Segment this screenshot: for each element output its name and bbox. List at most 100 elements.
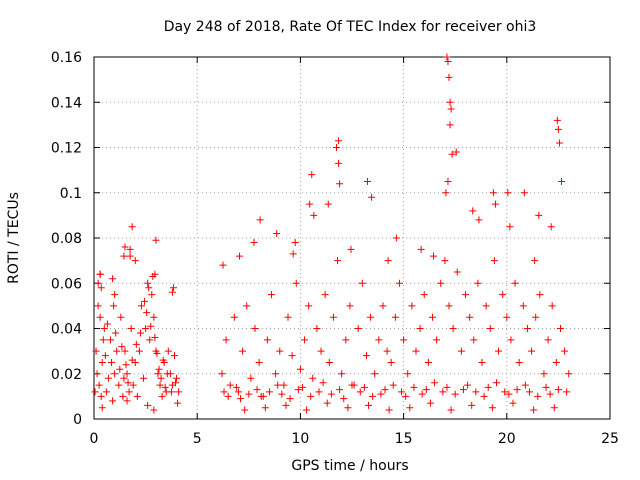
data-point: [126, 252, 134, 260]
data-point: [327, 390, 335, 398]
data-point: [526, 388, 534, 396]
data-point: [92, 347, 100, 355]
data-point: [368, 193, 376, 201]
data-point: [132, 340, 140, 348]
data-point: [446, 98, 454, 106]
data-point: [237, 395, 245, 403]
data-point: [334, 257, 342, 265]
data-point: [550, 404, 558, 412]
data-point: [273, 229, 281, 237]
data-point: [119, 392, 127, 400]
data-point: [338, 370, 346, 378]
data-point: [422, 386, 430, 394]
data-point: [553, 116, 561, 124]
data-point: [261, 404, 269, 412]
data-point: [489, 189, 497, 197]
data-point: [532, 313, 540, 321]
data-point: [156, 381, 164, 389]
data-point: [164, 347, 172, 355]
data-point: [404, 370, 412, 378]
data-point: [102, 388, 110, 396]
data-point: [116, 365, 124, 373]
data-point: [528, 347, 536, 355]
data-point: [315, 388, 323, 396]
data-point: [305, 302, 313, 310]
data-point: [554, 386, 562, 394]
data-point: [402, 392, 410, 400]
data-point: [474, 279, 482, 287]
data-point: [544, 336, 552, 344]
data-point: [278, 390, 286, 398]
data-point: [100, 325, 108, 332]
data-point: [272, 370, 280, 378]
data-point: [377, 390, 385, 398]
data-point: [98, 358, 106, 366]
data-point: [504, 189, 512, 197]
data-point: [540, 370, 548, 378]
data-point: [406, 404, 414, 412]
data-point: [250, 239, 258, 247]
data-point: [428, 313, 436, 321]
data-point: [484, 383, 492, 391]
y-tick-labels: 0 0.02 0.04 0.06 0.08 0.1 0.12 0.14 0.16: [51, 50, 82, 428]
data-point: [431, 379, 439, 387]
data-point: [151, 334, 159, 342]
data-point: [117, 313, 125, 321]
data-point: [109, 397, 117, 405]
data-point: [298, 383, 306, 391]
data-point: [342, 336, 350, 344]
data-point: [555, 139, 563, 147]
data-point: [306, 200, 314, 208]
data-point: [437, 279, 445, 287]
data-point: [136, 329, 144, 337]
data-point: [268, 291, 276, 299]
data-point: [153, 349, 161, 357]
data-point: [505, 390, 513, 398]
data-point: [418, 390, 426, 398]
data-point: [255, 358, 263, 366]
data-point: [109, 275, 117, 283]
data-point: [147, 322, 155, 330]
data-point: [234, 388, 242, 396]
data-point: [335, 159, 343, 167]
data-point: [462, 291, 470, 299]
data-point: [99, 336, 107, 344]
data-point: [511, 279, 519, 287]
data-point: [367, 313, 375, 321]
data-point: [288, 352, 296, 360]
data-point: [123, 397, 131, 405]
data-point: [121, 243, 129, 251]
data-point: [531, 257, 539, 265]
plot-frame: [93, 56, 611, 420]
data-point: [491, 200, 499, 208]
y-axis-label: ROTI / TECUs: [6, 192, 22, 284]
data-point: [426, 399, 434, 407]
y-tick-label: 0.08: [51, 231, 82, 247]
data-point: [135, 347, 143, 355]
data-point: [457, 347, 465, 355]
y-tick-label: 0.1: [60, 186, 82, 202]
data-point: [146, 336, 154, 344]
data-point: [417, 245, 425, 253]
data-point: [104, 374, 112, 382]
data-point: [141, 297, 149, 305]
grid-lines: [94, 57, 610, 419]
x-axis-label: GPS time / hours: [291, 458, 408, 474]
data-point: [486, 325, 494, 332]
data-point: [103, 320, 111, 328]
data-point: [124, 379, 132, 387]
data-point: [97, 392, 105, 400]
data-point: [253, 386, 261, 394]
data-point: [307, 392, 315, 400]
data-point: [433, 336, 441, 344]
data-point: [155, 365, 163, 373]
data-point: [291, 239, 299, 247]
y-tick-label: 0.12: [51, 141, 82, 157]
data-point: [347, 245, 355, 253]
data-point: [449, 325, 457, 332]
data-point: [344, 404, 352, 412]
data-point: [459, 386, 467, 394]
data-point: [301, 336, 309, 344]
data-point: [128, 223, 136, 231]
